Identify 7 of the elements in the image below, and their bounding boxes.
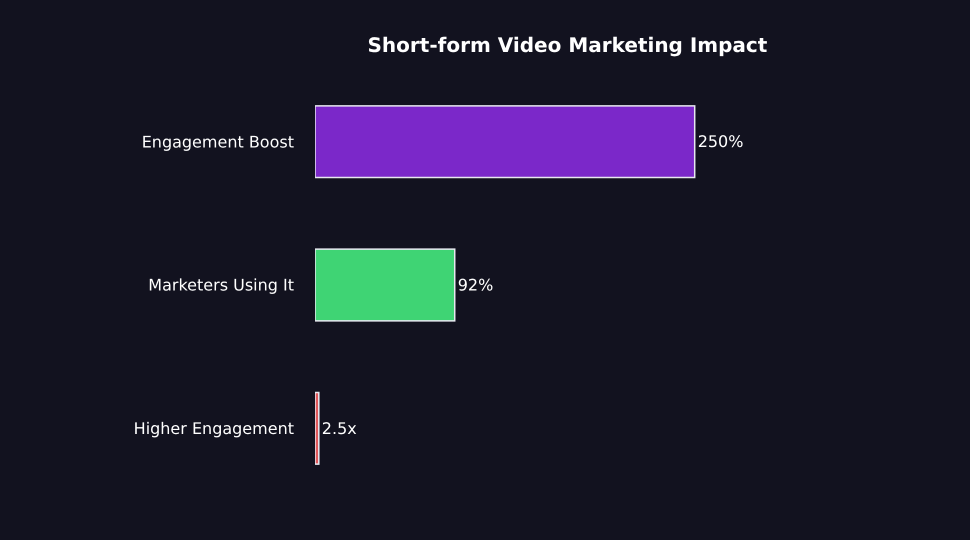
data-label: 2.5x [322,418,357,438]
y-tick-label: Higher Engagement [134,418,294,438]
y-tick-label: Engagement Boost [142,132,294,152]
chart-title: Short-form Video Marketing Impact [368,32,768,57]
data-label: 250% [698,132,744,152]
data-label: 92% [458,276,494,294]
y-tick-label: Marketers Using It [148,276,294,295]
